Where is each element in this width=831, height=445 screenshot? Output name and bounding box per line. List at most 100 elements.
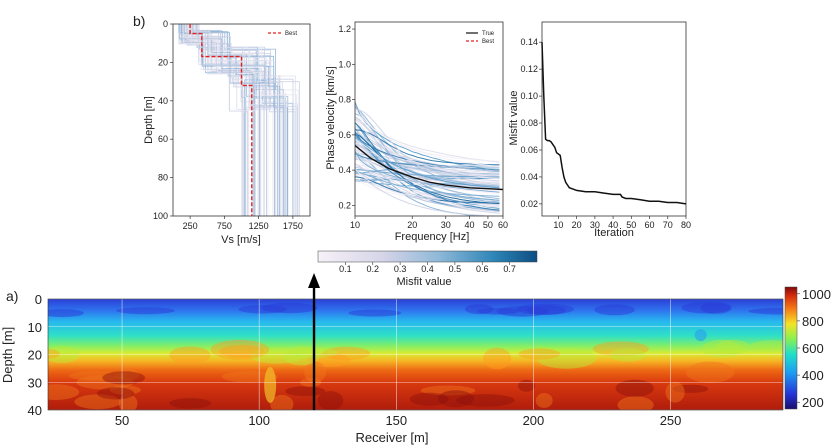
pv-ensemble-curve <box>355 101 500 172</box>
section-blob <box>48 349 60 359</box>
it-ytick-label: 0.10 <box>520 91 538 101</box>
velocity-colorbar-tick-label: 400 <box>802 368 824 383</box>
section-xtick-label: 200 <box>523 413 545 428</box>
section-blob <box>114 369 140 381</box>
pv-ytick-label: 0.2 <box>338 200 351 210</box>
pv-ensemble-curve <box>355 168 500 178</box>
section-shallow-blob <box>477 307 519 315</box>
section-blob <box>456 394 515 407</box>
vs-axes-frame <box>172 23 311 217</box>
pv-xtick-label: 10 <box>350 220 360 230</box>
section-location-marker <box>308 273 321 410</box>
velocity-colorbar-ticks: 200 400 600 800 1000 <box>797 287 831 410</box>
section-xtick-label: 150 <box>385 413 407 428</box>
velocity-colorbar-tick-label: 600 <box>802 341 824 356</box>
pv-ylabel: Phase velocity [km/s] <box>325 66 337 169</box>
section-blob <box>68 371 127 381</box>
section-blob <box>518 379 535 392</box>
section-blob <box>97 387 135 400</box>
it-misfit-polyline <box>541 42 687 205</box>
pv-ensemble-curve <box>355 109 500 167</box>
pv-legend-best-label: Best <box>482 39 494 45</box>
section-xlabel: Receiver [m] <box>356 430 429 445</box>
vs-ticks: 250 750 1250 1750 0 20 40 60 80 100 <box>153 19 303 231</box>
vs-ensemble-model <box>178 24 278 216</box>
vs-ytick-label: 40 <box>158 96 168 106</box>
vs-ytick-label: 80 <box>158 173 168 183</box>
section-shallow-blob <box>748 307 783 315</box>
section-shallow-blob <box>594 304 635 316</box>
pv-ytick-label: 0.6 <box>338 130 351 140</box>
vs-ensemble-model <box>191 24 286 216</box>
pv-ensemble-curve <box>355 118 500 180</box>
pv-ensemble-curve <box>355 166 500 188</box>
section-frame <box>47 298 784 411</box>
section-blob <box>615 379 654 397</box>
panel-label-b: b) <box>133 13 145 29</box>
vs-ylabel: Depth [m] <box>143 96 155 144</box>
vs-ensemble-model <box>182 24 266 216</box>
it-ylabel: Misfit value <box>508 90 520 145</box>
vs-ensemble-model <box>195 24 256 216</box>
it-ytick-label: 0.12 <box>520 64 538 74</box>
pv-ytick-label: 1.0 <box>338 59 351 69</box>
section-blob <box>665 381 685 403</box>
section-blob <box>317 391 344 410</box>
vs-legend: Best <box>268 31 297 37</box>
misfit-colorbar-tick-label: 0.7 <box>503 264 516 274</box>
vs-legend-best-label: Best <box>285 31 297 37</box>
pv-xtick-label: 60 <box>498 220 508 230</box>
section-blob <box>307 353 351 367</box>
it-xtick-label: 80 <box>681 220 691 230</box>
it-misfit-line <box>541 42 687 205</box>
pv-ensemble-curve <box>355 113 500 203</box>
section-grid <box>48 299 783 410</box>
it-xtick-label: 70 <box>663 220 673 230</box>
it-xtick-label: 60 <box>645 220 655 230</box>
pv-ensemble-curve <box>355 116 500 212</box>
section-blob <box>672 384 709 393</box>
vs-xtick-label: 1750 <box>283 221 303 231</box>
misfit-colorbar-ticks: 0.1 0.2 0.3 0.4 0.5 0.6 0.7 <box>339 262 516 274</box>
section-blob <box>409 392 449 406</box>
vs-ytick-label: 60 <box>158 134 168 144</box>
pv-ensemble-curve <box>355 139 500 192</box>
it-ytick-label: 0.08 <box>520 118 538 128</box>
section-blob <box>283 346 320 366</box>
pv-xtick-label: 20 <box>407 220 417 230</box>
section-xtick-label: 250 <box>660 413 682 428</box>
section-blob <box>535 393 553 408</box>
velocity-colorbar-tick-label: 1000 <box>802 287 831 302</box>
phase-velocity-panel: 10 20 30 40 50 60 0.2 0.4 0.6 0.8 1.0 1.2 True Best… <box>325 21 508 243</box>
section-xtick-label: 50 <box>115 413 129 428</box>
section-blob <box>536 347 597 369</box>
it-ytick-label: 0.04 <box>520 172 538 182</box>
it-ytick-label: 0.06 <box>520 145 538 155</box>
section-blob <box>74 394 121 410</box>
pv-ensemble-curve <box>355 136 500 189</box>
pv-true-polyline <box>355 144 503 191</box>
misfit-colorbar-gradient <box>317 250 538 263</box>
pv-xlabel: Frequency [Hz] <box>395 231 470 243</box>
it-xtick-label: 50 <box>626 220 636 230</box>
section-blob <box>750 340 783 352</box>
pv-axes-frame <box>354 21 504 217</box>
vs-ensemble-model <box>186 24 297 216</box>
section-xtick-label: 100 <box>248 413 270 428</box>
velocity-colorbar-gradient <box>784 286 798 410</box>
misfit-colorbar-tick-label: 0.1 <box>339 264 352 274</box>
pv-true-curve <box>355 144 503 191</box>
section-marker-arrowhead <box>308 273 321 288</box>
pv-ensemble-curve <box>355 108 500 182</box>
velocity-section-panel: 50 100 150 200 250 0 10 20 30 40 Receiver [m] Dep… <box>0 273 784 445</box>
vs-xtick-label: 250 <box>183 221 198 231</box>
section-ytick-label: 0 <box>35 292 42 307</box>
it-xtick-label: 40 <box>608 220 618 230</box>
pv-ytick-label: 0.8 <box>338 95 351 105</box>
vs-ytick-label: 0 <box>163 19 168 29</box>
section-blob <box>322 346 371 360</box>
velocity-colorbar-tick-label: 200 <box>802 395 824 410</box>
section-yellow-intrusion <box>264 367 277 404</box>
pv-ensemble-curve <box>355 122 500 211</box>
